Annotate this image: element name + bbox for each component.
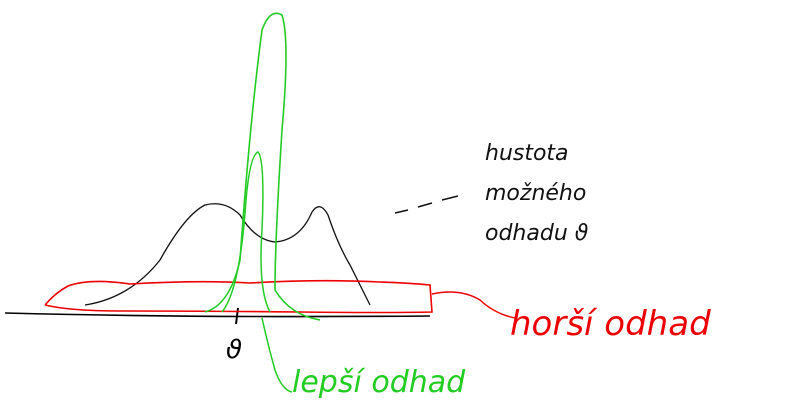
better-connector xyxy=(262,318,292,392)
density-label-3: odhadu ϑ xyxy=(485,221,589,246)
theta-tick xyxy=(236,308,238,324)
worse-label: horší odhad xyxy=(510,304,711,344)
theta-label: ϑ xyxy=(226,335,242,365)
better-label: lepší odhad xyxy=(292,365,466,400)
density-curve xyxy=(85,204,370,305)
density-pointer xyxy=(395,196,458,213)
density-label-1: hustota xyxy=(485,141,569,166)
worse-estimator xyxy=(45,281,432,313)
sketch: ϑ horší odhad lepší odhad hustota možnéh… xyxy=(0,0,797,417)
x-axis xyxy=(5,313,430,317)
density-label-2: možného xyxy=(485,181,586,206)
worse-connector xyxy=(432,292,515,318)
